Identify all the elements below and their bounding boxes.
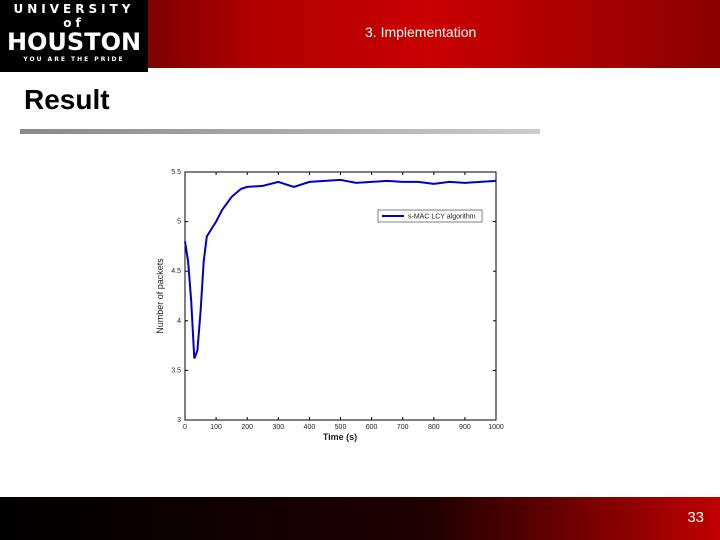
x-tick-label: 900 <box>459 424 471 431</box>
header-bar: UNIVERSITY of HOUSTON YOU ARE THE PRIDE … <box>0 0 720 88</box>
logo: UNIVERSITY of HOUSTON YOU ARE THE PRIDE … <box>0 0 148 88</box>
title-rule <box>20 129 540 134</box>
y-tick-label: 3 <box>177 417 181 424</box>
page-number: 33 <box>687 509 704 526</box>
x-tick-label: 200 <box>241 424 253 431</box>
slide-title: Result <box>24 84 110 115</box>
y-tick-label: 5 <box>177 219 181 226</box>
plot-area <box>184 171 497 421</box>
motto: YOU ARE THE PRIDE <box>23 56 125 63</box>
x-tick-label: 400 <box>304 424 316 431</box>
x-tick-label: 1000 <box>488 424 504 431</box>
x-tick-label: 100 <box>210 424 222 431</box>
x-tick-label: 800 <box>428 424 440 431</box>
y-tick-label: 5.5 <box>171 169 181 176</box>
x-tick-label: 600 <box>366 424 378 431</box>
y-tick-label: 4 <box>177 318 181 325</box>
y-tick-label: 4.5 <box>171 268 181 275</box>
university-name: HOUSTON <box>6 28 142 56</box>
y-tick-label: 3.5 <box>171 367 181 374</box>
x-tick-label: 700 <box>397 424 409 431</box>
footer-bar: 33 <box>0 497 720 540</box>
x-tick-label: 300 <box>272 424 284 431</box>
x-axis-label: Time (s) <box>323 432 357 442</box>
legend-box <box>377 209 483 223</box>
y-axis-label: Number of packets <box>155 258 165 334</box>
x-tick-label: 500 <box>335 424 347 431</box>
section-title: 3. Implementation <box>365 24 477 40</box>
university: UNIVERSITY of <box>13 2 135 30</box>
department: Department of Electrical and Computer En… <box>13 73 135 88</box>
x-tick-label: 0 <box>183 424 187 431</box>
data-line <box>184 178 497 359</box>
legend-label: s-MAC LCY algorithm <box>408 214 476 221</box>
